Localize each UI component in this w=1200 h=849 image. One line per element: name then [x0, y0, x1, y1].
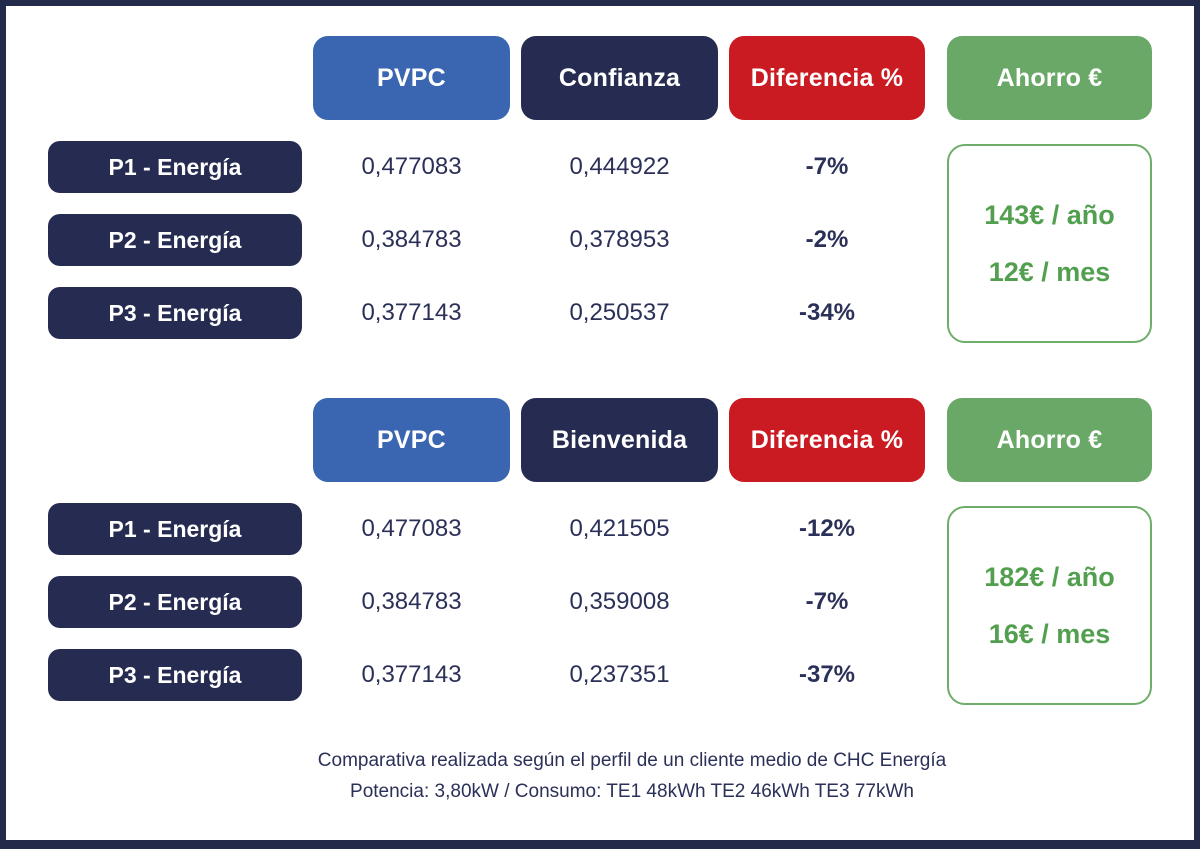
- savings-box: 143€ / año 12€ / mes: [947, 144, 1152, 343]
- plan-value-p1: 0,444922: [569, 153, 670, 180]
- header-confianza: Confianza: [521, 36, 718, 120]
- header-diferencia: Diferencia %: [729, 36, 925, 120]
- header-pvpc: PVPC: [313, 398, 510, 482]
- pvpc-value-p2: 0,384783: [361, 226, 462, 253]
- plan-value-p2: 0,378953: [569, 226, 670, 253]
- footnote: Comparativa realizada según el perfil de…: [6, 745, 1194, 807]
- header-diferencia: Diferencia %: [729, 398, 925, 482]
- diff-value-p3: -37%: [798, 661, 856, 688]
- header-ahorro: Ahorro €: [947, 398, 1152, 482]
- plan-value-p3: 0,250537: [569, 299, 670, 326]
- diff-value-p2: -7%: [805, 588, 849, 615]
- row-label-p2: P2 - Energía: [48, 576, 302, 628]
- row-label-p1: P1 - Energía: [48, 141, 302, 193]
- diff-value-p1: -12%: [798, 515, 856, 542]
- row-label-p3: P3 - Energía: [48, 649, 302, 701]
- footnote-line-2: Potencia: 3,80kW / Consumo: TE1 48kWh TE…: [350, 781, 914, 802]
- savings-box: 182€ / año 16€ / mes: [947, 506, 1152, 705]
- comparison-table-bienvenida: PVPC Bienvenida Diferencia % Ahorro € P1…: [48, 398, 1194, 705]
- pvpc-value-p3: 0,377143: [361, 299, 462, 326]
- diff-value-p3: -34%: [798, 299, 856, 326]
- pvpc-value-p1: 0,477083: [361, 153, 462, 180]
- pvpc-value-p1: 0,477083: [361, 515, 462, 542]
- diff-value-p1: -7%: [805, 153, 849, 180]
- header-spacer: [48, 398, 302, 482]
- savings-per-month: 16€ / mes: [988, 618, 1111, 649]
- pvpc-value-p2: 0,384783: [361, 588, 462, 615]
- diff-value-p2: -2%: [805, 226, 849, 253]
- footnote-line-1: Comparativa realizada según el perfil de…: [317, 750, 947, 771]
- row-label-p3: P3 - Energía: [48, 287, 302, 339]
- row-label-p1: P1 - Energía: [48, 503, 302, 555]
- savings-per-year: 182€ / año: [984, 561, 1115, 592]
- header-bienvenida: Bienvenida: [521, 398, 718, 482]
- plan-value-p2: 0,359008: [569, 588, 670, 615]
- row-label-p2: P2 - Energía: [48, 214, 302, 266]
- plan-value-p1: 0,421505: [569, 515, 670, 542]
- pvpc-value-p3: 0,377143: [361, 661, 462, 688]
- savings-per-month: 12€ / mes: [988, 256, 1111, 287]
- header-pvpc: PVPC: [313, 36, 510, 120]
- comparison-table-confianza: PVPC Confianza Diferencia % Ahorro € P1 …: [48, 36, 1194, 343]
- plan-value-p3: 0,237351: [569, 661, 670, 688]
- header-spacer: [48, 36, 302, 120]
- header-ahorro: Ahorro €: [947, 36, 1152, 120]
- savings-per-year: 143€ / año: [984, 199, 1115, 230]
